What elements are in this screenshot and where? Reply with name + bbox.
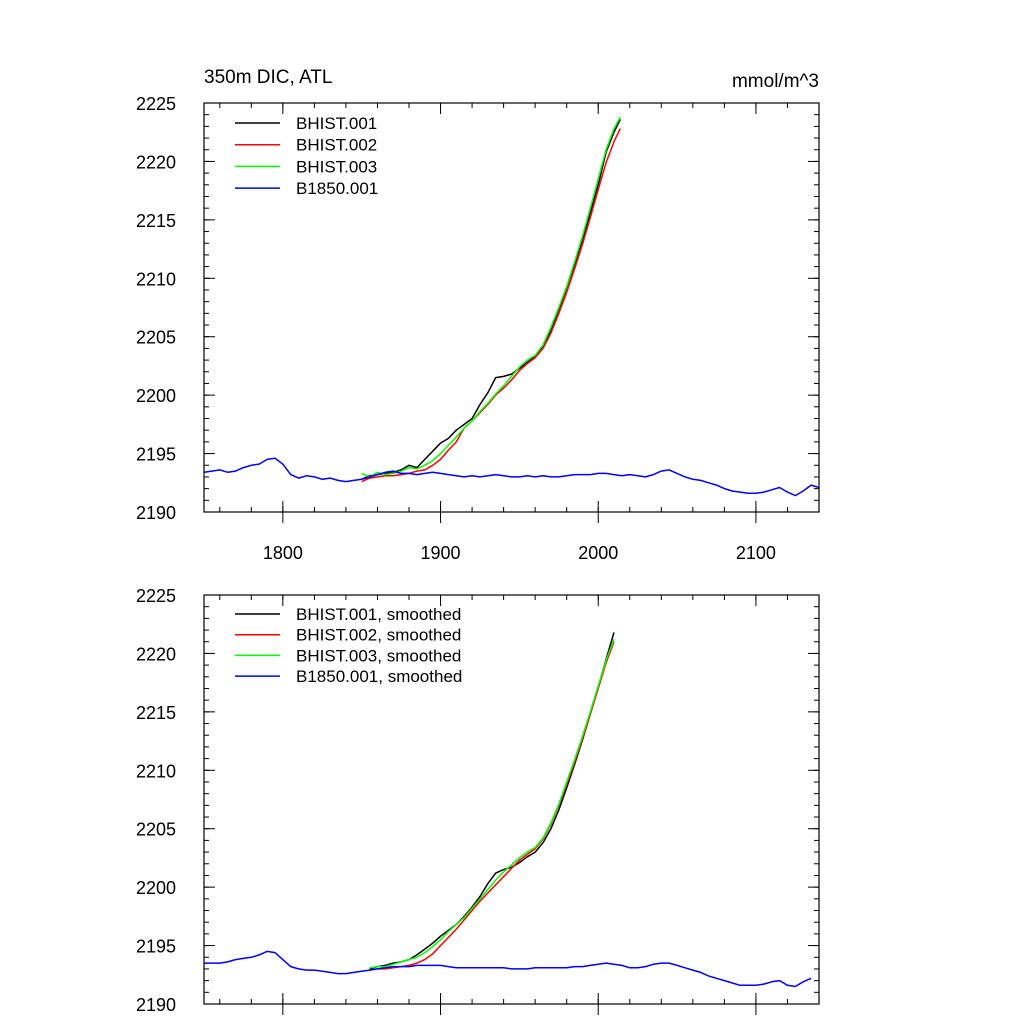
y-tick-label: 2210 [136,269,176,289]
legend-label: BHIST.003 [296,157,377,176]
series-line [361,116,621,478]
bottom-panel-chart: 2190 2195 2200 2205 2210 2215 2220 2225 BHIST.00… [136,586,820,1015]
series-line [361,128,621,483]
units-label: mmol/m^3 [732,71,819,92]
x-tick-label: 1800 [263,543,303,563]
series-group [204,632,812,988]
top-panel-chart: 2190 2195 2200 2205 2210 2215 2220 2225 1800 1900… [136,94,820,563]
series-group [204,116,819,497]
series-line [361,119,621,480]
series-line [369,639,615,969]
x-tick-label: 2100 [736,543,776,563]
legend-label: BHIST.001, smoothed [296,605,461,624]
y-tick-label: 2210 [136,761,176,781]
series-line [204,457,819,497]
plot-frame [203,102,820,513]
y-tick-label: 2190 [136,503,176,523]
legend-label: BHIST.002 [296,136,377,155]
legend-label: BHIST.001 [296,114,377,133]
legend-label: B1850.001 [296,179,378,198]
y-tick-label: 2200 [136,386,176,406]
y-tick-label: 2200 [136,878,176,898]
y-tick-label: 2225 [136,586,176,606]
y-tick-label: 2220 [136,644,176,664]
plot-frame [203,594,820,1005]
y-tick-label: 2195 [136,445,176,465]
y-tick-label: 2225 [136,94,176,114]
legend-label: BHIST.002, smoothed [296,626,461,645]
plot-title: 350m DIC, ATL [204,67,332,88]
legend-label: B1850.001, smoothed [296,667,462,686]
series-line [204,950,812,988]
y-tick-label: 2215 [136,211,176,231]
y-tick-label: 2205 [136,820,176,840]
y-tick-label: 2220 [136,152,176,172]
series-line [369,641,615,971]
y-tick-label: 2205 [136,328,176,348]
x-tick-label: 1900 [421,543,461,563]
x-tick-label: 2000 [578,543,618,563]
y-tick-label: 2195 [136,937,176,957]
y-tick-label: 2190 [136,995,176,1015]
y-tick-label: 2215 [136,703,176,723]
legend-label: BHIST.003, smoothed [296,646,461,665]
